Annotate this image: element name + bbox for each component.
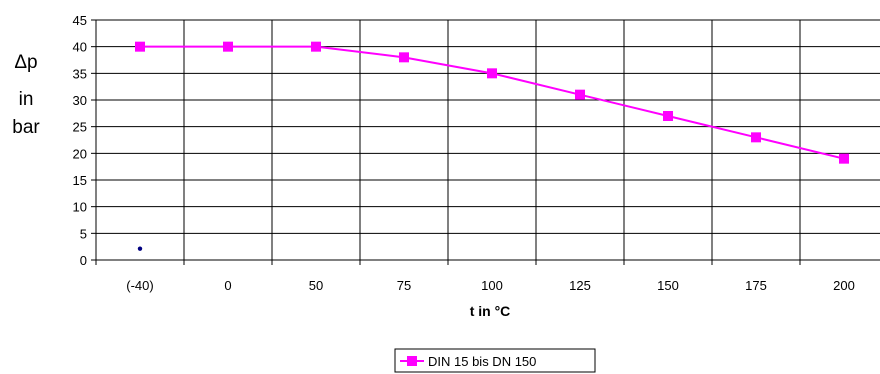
- x-tick-labels: (-40) 0 50 75 100 125 150 175 200: [126, 278, 855, 293]
- x-tick-label: 50: [309, 278, 323, 293]
- y-tick-label: 10: [73, 200, 87, 215]
- axes: [91, 19, 880, 265]
- y-axis-label: Δp in bar: [12, 52, 40, 138]
- y-tick-labels: 0 5 10 15 20 25 30 35 40 45: [73, 13, 87, 268]
- y-axis-label-line-2: in: [19, 89, 34, 110]
- x-tick-label: 175: [745, 278, 767, 293]
- data-point-marker: [223, 41, 233, 52]
- series-line: [140, 45, 845, 160]
- legend-marker: [407, 356, 417, 366]
- extra-data-point: [137, 246, 143, 251]
- y-tick-label: 45: [73, 13, 87, 28]
- data-point-marker: [663, 111, 673, 121]
- y-tick-label: 40: [73, 40, 87, 55]
- data-point-marker: [311, 41, 321, 52]
- grid: [96, 19, 880, 261]
- y-tick-label: 15: [73, 173, 87, 188]
- x-tick-label: 150: [657, 278, 679, 293]
- y-axis-label-line-1: Δp: [14, 52, 37, 73]
- y-axis-label-line-3: bar: [12, 117, 40, 138]
- legend-label: DIN 15 bis DN 150: [428, 354, 536, 369]
- y-tick-label: 25: [73, 120, 87, 135]
- x-tick-label: 75: [397, 278, 411, 293]
- y-tick-label: 30: [73, 93, 87, 108]
- data-point-marker: [839, 153, 849, 164]
- x-tick-label: 200: [833, 278, 855, 293]
- data-point-marker: [399, 52, 409, 63]
- data-point-marker: [135, 41, 145, 52]
- data-point-marker: [575, 89, 585, 100]
- y-tick-label: 20: [73, 146, 87, 161]
- x-tick-label: (-40): [126, 278, 153, 293]
- x-tick-label: 125: [569, 278, 591, 293]
- x-tick-label: 0: [224, 278, 231, 293]
- x-axis-label: t in °C: [470, 303, 511, 319]
- y-tick-label: 5: [80, 226, 87, 241]
- y-tick-label: 0: [80, 253, 87, 268]
- data-point-marker: [751, 132, 761, 143]
- legend: DIN 15 bis DN 150: [394, 348, 596, 373]
- x-tick-label: 100: [481, 278, 503, 293]
- data-point-marker: [487, 68, 497, 79]
- y-tick-label: 35: [73, 66, 87, 81]
- series: [135, 41, 849, 251]
- legend-box: [394, 348, 596, 373]
